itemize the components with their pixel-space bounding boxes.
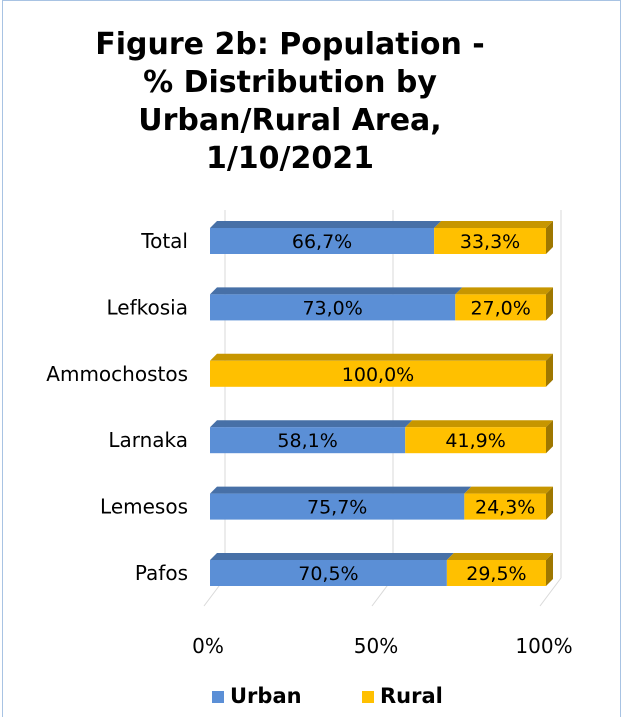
data-label: 58,1% bbox=[277, 430, 337, 452]
bar-side-face bbox=[546, 287, 553, 321]
x-tick-label: 50% bbox=[354, 634, 398, 658]
bar-top-face bbox=[210, 553, 454, 560]
bar-side-face bbox=[546, 486, 553, 520]
category-label: Lefkosia bbox=[107, 295, 188, 319]
bar-top-face bbox=[446, 553, 553, 560]
bar-segment bbox=[446, 560, 546, 586]
bar-top-face bbox=[434, 221, 553, 228]
bar-segment bbox=[455, 294, 546, 321]
bar-top-face bbox=[455, 287, 553, 295]
legend-swatch bbox=[362, 691, 374, 703]
data-label: 27,0% bbox=[470, 297, 530, 319]
x-tick-label: 0% bbox=[192, 634, 224, 658]
data-label: 41,9% bbox=[445, 430, 505, 452]
bar-segment bbox=[464, 493, 546, 520]
bar-side-face bbox=[546, 353, 553, 387]
gridline-floor bbox=[539, 577, 562, 607]
bar-top-face bbox=[210, 420, 413, 428]
bar-segment bbox=[210, 427, 406, 454]
bar-segment bbox=[210, 360, 546, 387]
data-label: 100,0% bbox=[342, 364, 414, 386]
category-label: Pafos bbox=[135, 561, 188, 585]
bar-segment bbox=[210, 294, 456, 321]
chart-title: Figure 2b: Population - % Distribution b… bbox=[95, 27, 485, 176]
data-label: 70,5% bbox=[298, 563, 358, 585]
bar-top-face bbox=[210, 287, 463, 295]
category-label: Lemesos bbox=[100, 495, 188, 519]
bar-segment bbox=[434, 228, 546, 254]
bar-top-face bbox=[464, 486, 553, 494]
bar-segment bbox=[210, 493, 465, 520]
x-tick-label: 100% bbox=[515, 634, 572, 658]
bar-side-face bbox=[546, 420, 553, 454]
bar-segment bbox=[405, 427, 546, 454]
legend-label: Urban bbox=[230, 684, 302, 708]
bar-top-face bbox=[210, 221, 442, 228]
data-label: 73,0% bbox=[302, 297, 362, 319]
category-label: Larnaka bbox=[108, 428, 188, 452]
bar-side-face bbox=[546, 221, 553, 254]
bar-top-face bbox=[210, 486, 472, 494]
data-label: 66,7% bbox=[292, 231, 352, 253]
data-label: 75,7% bbox=[307, 497, 367, 519]
data-label: 24,3% bbox=[475, 497, 535, 519]
bar-top-face bbox=[210, 353, 553, 361]
bar-side-face bbox=[546, 553, 553, 586]
bar-top-face bbox=[405, 420, 553, 428]
bar-segment bbox=[210, 560, 447, 586]
legend-label: Rural bbox=[380, 684, 443, 708]
category-label: Ammochostos bbox=[46, 362, 188, 386]
legend-swatch bbox=[212, 691, 224, 703]
category-label: Total bbox=[140, 229, 188, 253]
data-label: 33,3% bbox=[460, 231, 520, 253]
bar-segment bbox=[210, 228, 435, 254]
data-label: 29,5% bbox=[466, 563, 526, 585]
